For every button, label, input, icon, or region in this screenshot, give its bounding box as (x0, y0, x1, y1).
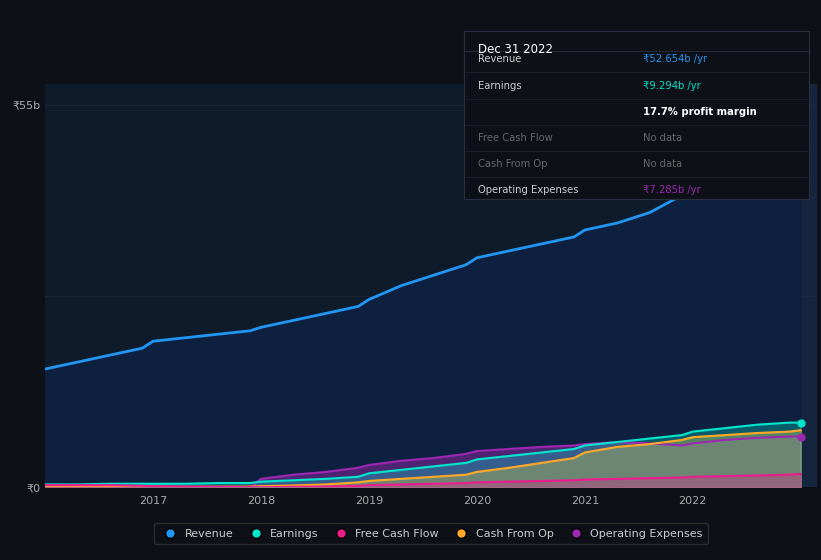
Text: 17.7% profit margin: 17.7% profit margin (643, 107, 757, 117)
Text: No data: No data (643, 159, 682, 169)
Text: ₹52.654b /yr: ₹52.654b /yr (643, 54, 708, 64)
Text: Earnings: Earnings (478, 81, 521, 91)
Text: ₹7.285b /yr: ₹7.285b /yr (643, 185, 701, 195)
Text: Dec 31 2022: Dec 31 2022 (478, 43, 553, 55)
Bar (773, 84, 817, 487)
Text: Operating Expenses: Operating Expenses (478, 185, 578, 195)
Text: No data: No data (643, 133, 682, 143)
Text: ₹9.294b /yr: ₹9.294b /yr (643, 81, 701, 91)
Text: Free Cash Flow: Free Cash Flow (478, 133, 553, 143)
Legend: Revenue, Earnings, Free Cash Flow, Cash From Op, Operating Expenses: Revenue, Earnings, Free Cash Flow, Cash … (154, 523, 709, 544)
Text: Cash From Op: Cash From Op (478, 159, 547, 169)
Text: Revenue: Revenue (478, 54, 521, 64)
